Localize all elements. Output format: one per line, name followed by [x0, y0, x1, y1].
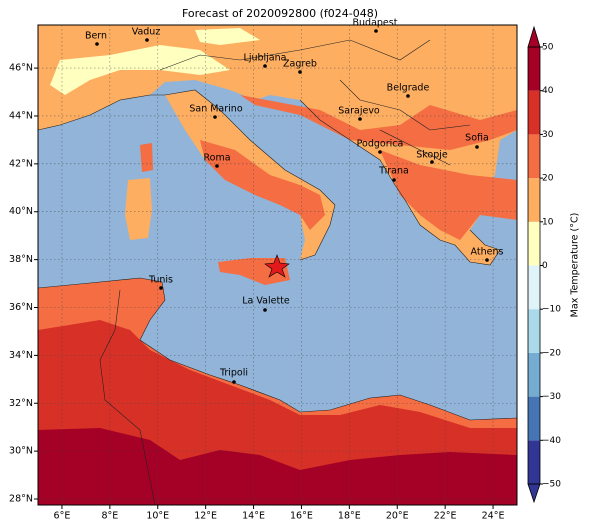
- colorbar-segment: [528, 265, 540, 310]
- y-tick-label: 30°N: [9, 446, 33, 457]
- colorbar-segment: [528, 352, 540, 397]
- city-label: Zagreb: [283, 59, 317, 70]
- land-sardinia: [125, 178, 152, 240]
- city-label: Sofia: [465, 133, 489, 144]
- city-label: Athens: [471, 247, 504, 258]
- city-label: Ljubljana: [244, 53, 287, 64]
- city-label: Tripoli: [219, 368, 248, 379]
- colorbar-label: Max Temperature (°C): [570, 213, 581, 318]
- colorbar-tick-label: 40: [542, 86, 554, 96]
- x-tick-label: 14°E: [242, 511, 265, 522]
- colorbar-tick-label: −20: [542, 348, 561, 358]
- colorbar-tick-label: −40: [542, 436, 561, 446]
- land-corsica: [140, 143, 153, 172]
- colorbar-segment: [528, 440, 540, 484]
- colorbar-segment: [528, 90, 540, 135]
- city-label: Roma: [203, 153, 230, 164]
- y-tick-label: 42°N: [9, 158, 33, 169]
- city-label: Tirana: [378, 166, 409, 177]
- city-label: La Valette: [242, 296, 290, 307]
- city-label: Belgrade: [387, 83, 430, 94]
- colorbar-tick-label: −10: [542, 305, 561, 315]
- y-tick-label: 46°N: [9, 63, 33, 74]
- colorbar-tick-label: 10: [542, 217, 554, 227]
- x-tick-label: 10°E: [146, 511, 169, 522]
- warm-north: [240, 95, 517, 150]
- colorbar-extend-bottom: [527, 483, 541, 504]
- colorbar-tick-label: 0: [542, 261, 548, 271]
- axes: 6°E 8°E 10°E 12°E 14°E 16°E 18°E 20°E 22°E 24°E 28…: [9, 25, 517, 522]
- colorbar-tick-label: 30: [542, 130, 554, 140]
- colorbar-segment: [528, 396, 540, 441]
- city-label: San Marino: [189, 104, 242, 115]
- x-tick-label: 24°E: [482, 511, 505, 522]
- colorbar-segment: [528, 134, 540, 179]
- x-tick-label: 6°E: [54, 511, 71, 522]
- city-label: Sarajevo: [338, 106, 380, 117]
- colorbar-tick-label: −30: [542, 392, 561, 402]
- y-tick-label: 28°N: [9, 494, 33, 505]
- city-label: Budapest: [353, 18, 398, 29]
- x-tick-label: 20°E: [386, 511, 409, 522]
- city-label: Skopje: [416, 150, 448, 161]
- y-tick-label: 44°N: [9, 110, 33, 121]
- city-label: Tunis: [148, 275, 173, 286]
- colorbar-tick-label: 20: [542, 174, 554, 184]
- x-tick-label: 16°E: [290, 511, 313, 522]
- colorbar-tick-label: −50: [542, 480, 561, 490]
- colorbar-tick-label: 50: [542, 43, 554, 53]
- borders: [99, 39, 471, 505]
- colorbar-segment: [528, 178, 540, 222]
- warm-italy: [200, 140, 325, 230]
- warm-balkans: [380, 150, 517, 240]
- y-tick-label: 36°N: [9, 302, 33, 313]
- y-tick-label: 38°N: [9, 254, 33, 265]
- event-star: [264, 254, 290, 278]
- y-tick-label: 40°N: [9, 206, 33, 217]
- map-frame: [37, 24, 518, 506]
- title: Forecast of 2020092800 (f024-048): [182, 7, 378, 20]
- colorbar: −50 −40 −30 −20 −10 0 10 20 30 40 50 Max Temperatur…: [527, 25, 581, 504]
- y-tick-label: 32°N: [9, 398, 33, 409]
- x-tick-label: 12°E: [194, 511, 217, 522]
- coastline: [38, 89, 517, 421]
- y-tick-label: 34°N: [9, 350, 33, 361]
- x-tick-label: 18°E: [338, 511, 361, 522]
- colorbar-segment: [528, 309, 540, 353]
- city-labels: Bern Vaduz Budapest Ljubljana Zagreb Bel…: [85, 18, 504, 384]
- city-label: Vaduz: [132, 27, 161, 38]
- colorbar-extend-top: [527, 25, 541, 48]
- colorbar-segment: [528, 221, 540, 266]
- colorbar-segment: [528, 47, 540, 91]
- city-label: Podgorica: [357, 139, 404, 150]
- cool-alps: [50, 45, 230, 95]
- cool-alps-east: [195, 28, 260, 45]
- x-tick-label: 22°E: [434, 511, 457, 522]
- city-label: Bern: [85, 31, 107, 42]
- x-tick-label: 8°E: [101, 511, 118, 522]
